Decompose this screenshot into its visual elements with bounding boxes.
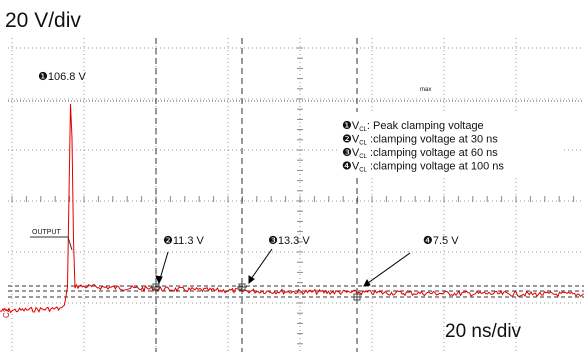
max-label: max [420,87,431,93]
output-label: OUTPUT [32,229,62,236]
legend-entry: ❶VCL: Peak clamping voltage [342,119,484,133]
annotation-value: 11.3 V [173,235,205,247]
legend-text: :clamping voltage at 100 ns [367,161,504,173]
annotation-marker: ❹ [423,234,433,247]
legend-marker: ❹ [342,160,352,173]
legend-subscript: CL [359,154,367,160]
arrows [155,248,411,287]
annotation-value: 7.5 V [433,235,459,247]
output-pointer [67,236,73,251]
waveform [0,103,584,314]
legend-entry: ❷VCL :clamping voltage at 30 ns [342,133,498,147]
annotation: ❸13.3 V [268,234,310,247]
annotation-value: 13.3 V [278,235,310,247]
legend-text: : Peak clamping voltage [367,120,484,132]
vertical-scale: 20 V/div [5,9,81,32]
legend-marker: ❷ [342,133,352,146]
annotation: ❶106.8 V [38,70,86,83]
legend-symbol: V [352,134,360,146]
legend-box [338,112,562,176]
channel-label: C2 [2,307,11,318]
horizontal-scale: 20 ns/div [445,321,522,342]
annotation-marker: ❷ [163,234,173,247]
legend-marker: ❸ [342,146,352,159]
annotation: ❹7.5 V [423,234,459,247]
cursor-markers [151,282,362,302]
legend-entry: ❸VCL :clamping voltage at 60 ns [342,146,498,160]
annotation-value: 106.8 V [48,71,87,83]
legend-subscript: CL [359,127,367,133]
annotation: ❷11.3 V [163,234,205,247]
legend-text: :clamping voltage at 30 ns [367,134,498,146]
legend-marker: ❶ [342,119,352,132]
annotation-marker: ❸ [268,234,278,247]
legend-entry: ❹VCL :clamping voltage at 100 ns [342,160,504,174]
legend-symbol: V [352,147,360,159]
legend-symbol: V [352,120,360,132]
annotation-marker: ❶ [38,70,48,83]
legend-subscript: CL [359,141,367,147]
legend-symbol: V [352,161,360,173]
legend-subscript: CL [359,168,367,174]
grid [8,38,584,352]
legend-text: :clamping voltage at 60 ns [367,147,498,159]
